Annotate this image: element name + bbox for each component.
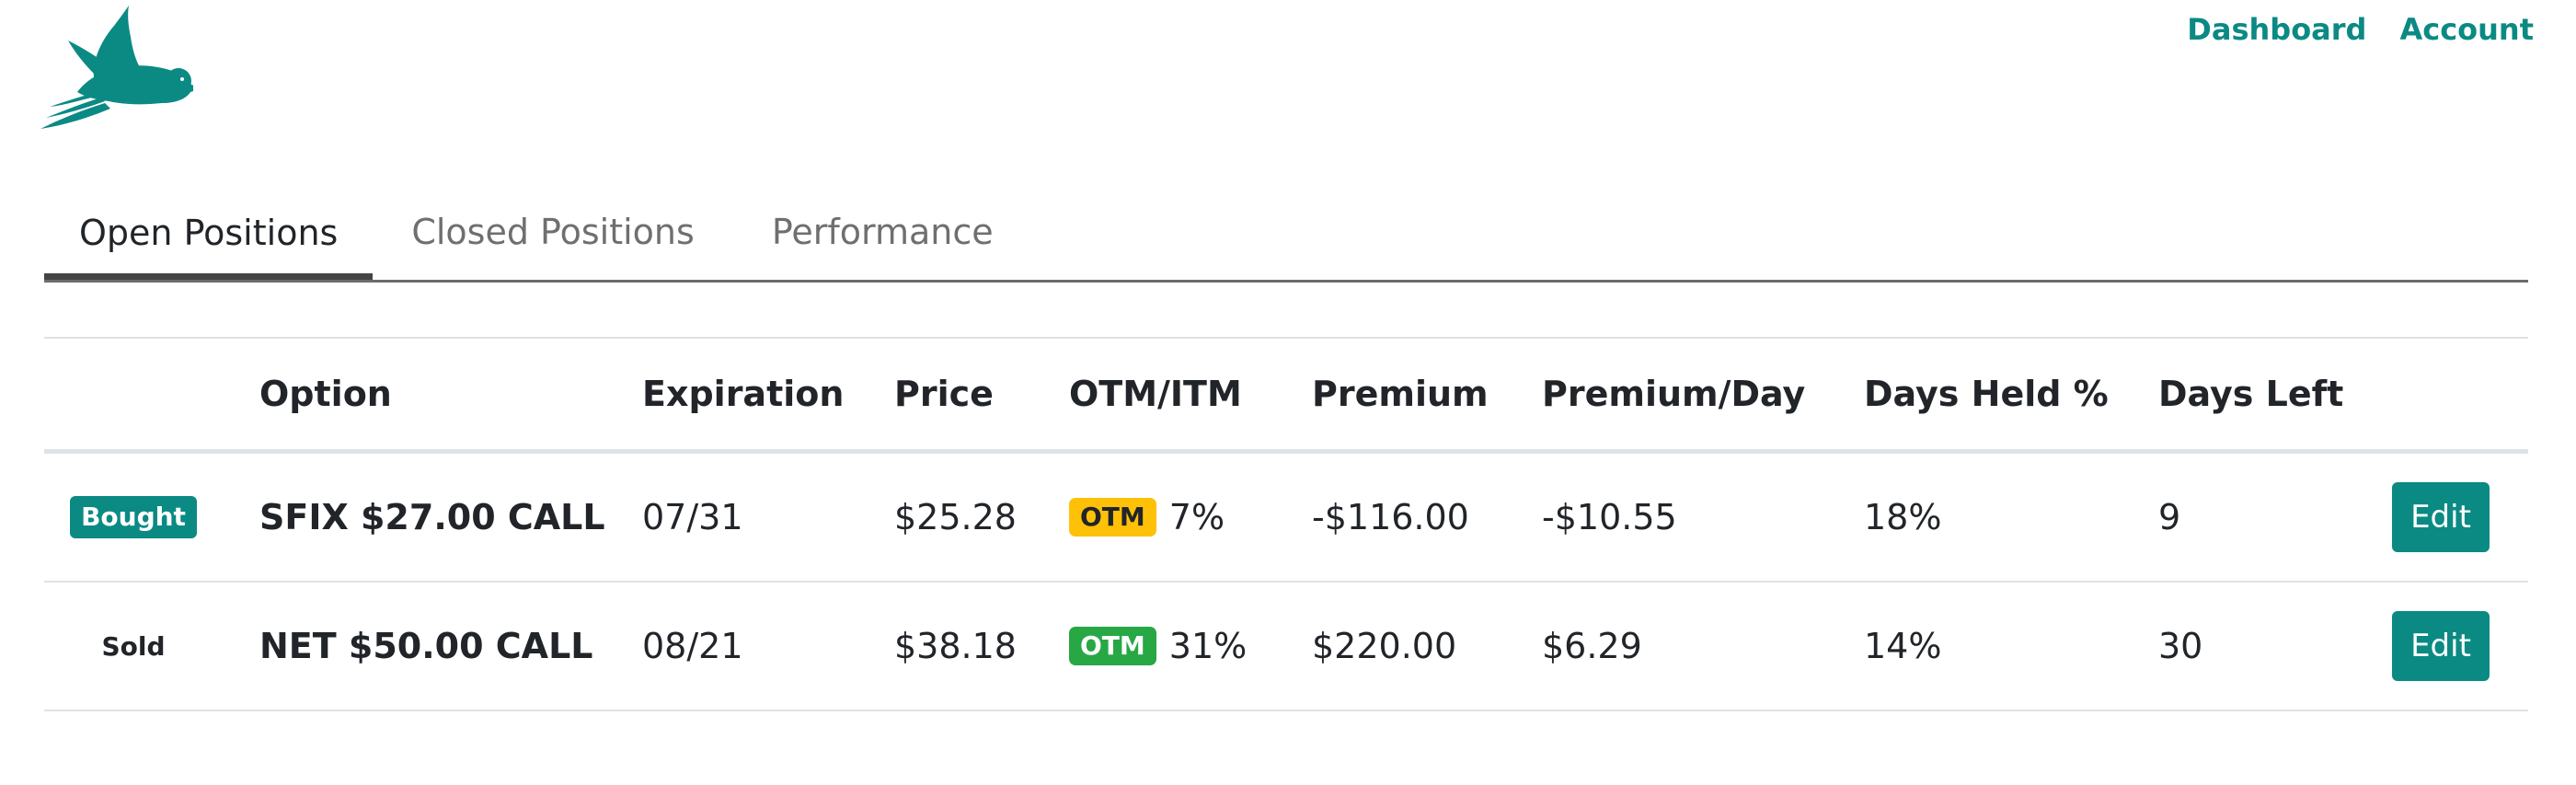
premium-day-value: $6.29 <box>1542 626 1642 666</box>
header-price: Price <box>894 374 994 414</box>
table-header-row: Option Expiration Price OTM/ITM Premium … <box>44 337 2528 454</box>
header-option: Option <box>259 374 392 414</box>
otm-badge: OTM <box>1069 627 1156 665</box>
otm-percent: 31% <box>1168 626 1248 666</box>
edit-button[interactable]: Edit <box>2392 482 2490 552</box>
tab-closed-positions[interactable]: Closed Positions <box>411 212 695 252</box>
table-row: Sold NET $50.00 CALL 08/21 $38.18 OTM 31… <box>44 583 2528 711</box>
otm-itm-cell: OTM 7% <box>1069 454 1225 581</box>
price-value: $25.28 <box>894 497 1017 537</box>
option-name: SFIX $27.00 CALL <box>259 497 605 537</box>
premium-value: -$116.00 <box>1312 497 1469 537</box>
header-expiration: Expiration <box>642 374 845 414</box>
premium-value: $220.00 <box>1312 626 1457 666</box>
otm-badge: OTM <box>1069 498 1156 537</box>
days-left-value: 30 <box>2158 626 2203 666</box>
days-left-value: 9 <box>2158 497 2181 537</box>
header-otm-itm: OTM/ITM <box>1069 374 1242 414</box>
header-days-held: Days Held % <box>1864 374 2109 414</box>
position-tabs: Open Positions Closed Positions Performa… <box>44 184 2528 283</box>
dashboard-link[interactable]: Dashboard <box>2187 12 2367 47</box>
option-name: NET $50.00 CALL <box>259 626 593 666</box>
days-held-value: 18% <box>1864 497 1942 537</box>
header-premium: Premium <box>1312 374 1489 414</box>
header-days-left: Days Left <box>2158 374 2344 414</box>
sold-label: Sold <box>101 630 166 662</box>
bird-logo-icon[interactable] <box>40 4 193 129</box>
tab-performance[interactable]: Performance <box>771 212 994 252</box>
top-nav: Dashboard Account <box>2187 11 2534 48</box>
account-link[interactable]: Account <box>2399 12 2534 47</box>
expiration-value: 08/21 <box>642 626 743 666</box>
days-held-value: 14% <box>1864 626 1942 666</box>
positions-table: Option Expiration Price OTM/ITM Premium … <box>44 337 2528 711</box>
expiration-value: 07/31 <box>642 497 743 537</box>
otm-itm-cell: OTM 31% <box>1069 583 1247 710</box>
otm-percent: 7% <box>1168 497 1225 537</box>
premium-day-value: -$10.55 <box>1542 497 1677 537</box>
header-premium-day: Premium/Day <box>1542 374 1806 414</box>
table-row: Bought SFIX $27.00 CALL 07/31 $25.28 OTM… <box>44 454 2528 583</box>
price-value: $38.18 <box>894 626 1017 666</box>
tab-open-positions[interactable]: Open Positions <box>44 184 374 280</box>
edit-button[interactable]: Edit <box>2392 611 2490 681</box>
bought-badge: Bought <box>70 496 197 538</box>
